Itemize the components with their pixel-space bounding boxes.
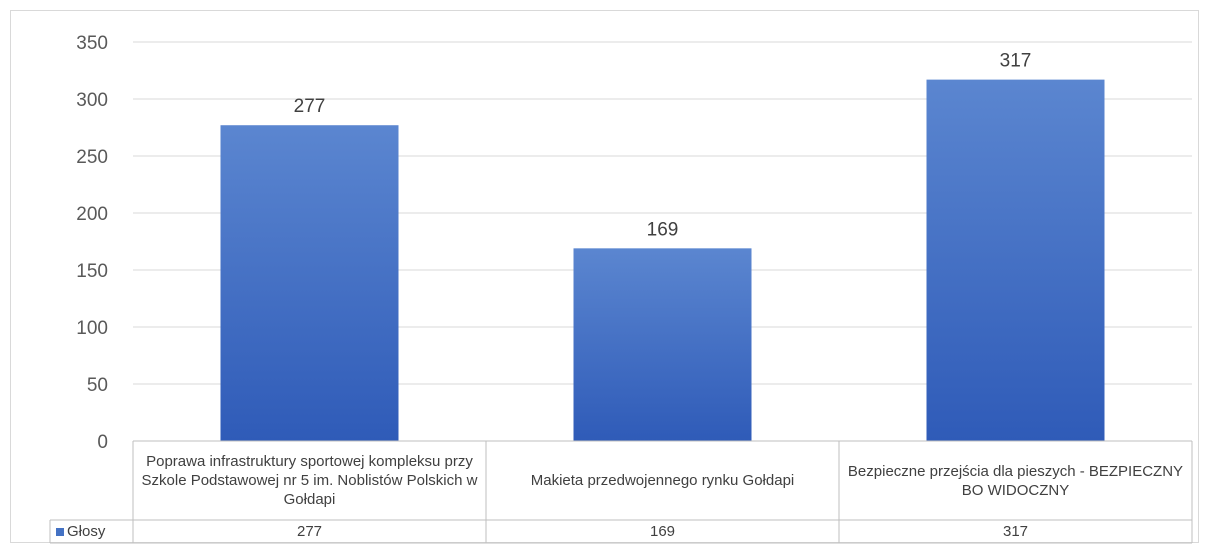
y-tick-label: 250	[76, 147, 108, 168]
data-label: 169	[647, 219, 679, 240]
bars	[220, 79, 1105, 442]
x-category-label: Poprawa infrastruktury sportowej komplek…	[141, 453, 478, 508]
x-category-label: Bezpieczne przejścia dla pieszych - BEZP…	[847, 462, 1184, 499]
y-tick-label: 350	[76, 33, 108, 54]
table-value-cell: 317	[1002, 523, 1029, 540]
data-label: 277	[294, 96, 326, 117]
y-axis-ticks: 0 50 100 150 200 250 300 350	[76, 33, 108, 453]
bar	[220, 125, 399, 441]
table-value-cell: 277	[296, 523, 323, 540]
y-tick-label: 0	[97, 432, 108, 453]
data-labels: 277 169 317	[294, 51, 1032, 241]
legend-label: Głosy	[67, 523, 106, 540]
legend-swatch	[56, 527, 64, 536]
y-tick-label: 200	[76, 204, 108, 225]
y-tick-label: 100	[76, 318, 108, 339]
y-tick-label: 150	[76, 261, 108, 282]
data-table-grid	[49, 440, 1193, 544]
y-tick-label: 300	[76, 90, 108, 111]
table-value-cell: 169	[649, 523, 676, 540]
bar	[573, 248, 752, 441]
y-tick-label: 50	[87, 375, 108, 396]
data-label: 317	[1000, 51, 1032, 72]
legend-entry: Głosy	[56, 520, 105, 543]
x-category-label: Makieta przedwojennego rynku Gołdapi	[530, 472, 795, 489]
bar	[926, 79, 1105, 442]
